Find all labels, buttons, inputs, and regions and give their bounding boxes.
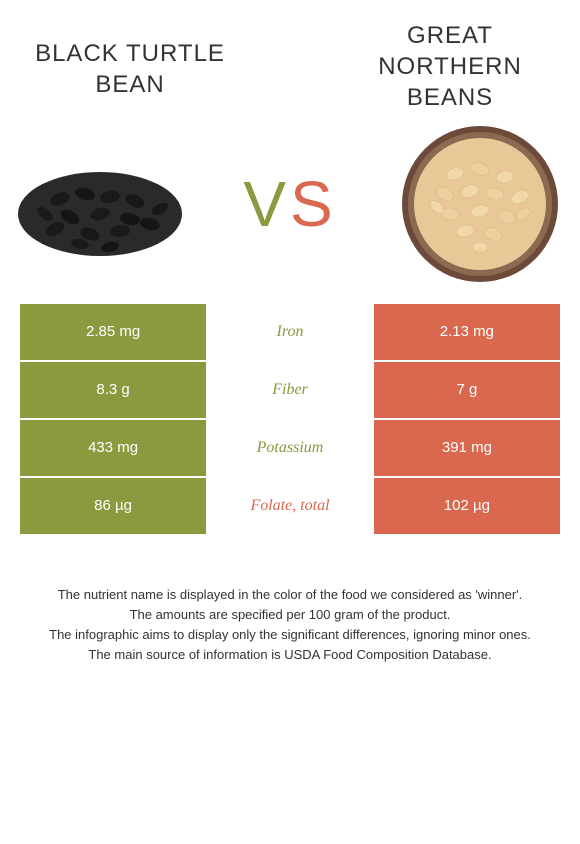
nutrient-value-right: 391 mg	[374, 420, 560, 476]
nutrient-label: Fiber	[206, 362, 374, 418]
nutrient-value-left: 433 mg	[20, 420, 206, 476]
footnote-line: The main source of information is USDA F…	[20, 646, 560, 664]
footnote-line: The infographic aims to display only the…	[20, 626, 560, 644]
vs-s: S	[290, 168, 337, 240]
nutrient-value-right: 7 g	[374, 362, 560, 418]
vs-label: VS	[243, 167, 336, 241]
nutrient-row: 2.85 mgIron2.13 mg	[20, 304, 560, 360]
food-image-left	[10, 134, 190, 274]
footnote-line: The nutrient name is displayed in the co…	[20, 586, 560, 604]
nutrient-value-right: 2.13 mg	[374, 304, 560, 360]
nutrient-value-left: 8.3 g	[20, 362, 206, 418]
nutrient-table: 2.85 mgIron2.13 mg8.3 gFiber7 g433 mgPot…	[0, 304, 580, 534]
food-title-right: Great Northern Beans	[350, 20, 550, 114]
nutrient-row: 86 µgFolate, total102 µg	[20, 478, 560, 534]
nutrient-value-left: 2.85 mg	[20, 304, 206, 360]
food-image-right	[390, 134, 570, 274]
nutrient-row: 8.3 gFiber7 g	[20, 362, 560, 418]
nutrient-value-right: 102 µg	[374, 478, 560, 534]
nutrient-row: 433 mgPotassium391 mg	[20, 420, 560, 476]
footnote-line: The amounts are specified per 100 gram o…	[20, 606, 560, 624]
food-title-left: Black turtle bean	[30, 38, 230, 114]
nutrient-label: Iron	[206, 304, 374, 360]
nutrient-label: Folate, total	[206, 478, 374, 534]
nutrient-label: Potassium	[206, 420, 374, 476]
images-row: VS	[0, 114, 580, 304]
nutrient-value-left: 86 µg	[20, 478, 206, 534]
header-row: Black turtle bean Great Northern Beans	[0, 0, 580, 114]
footnotes: The nutrient name is displayed in the co…	[0, 536, 580, 665]
vs-v: V	[243, 168, 290, 240]
